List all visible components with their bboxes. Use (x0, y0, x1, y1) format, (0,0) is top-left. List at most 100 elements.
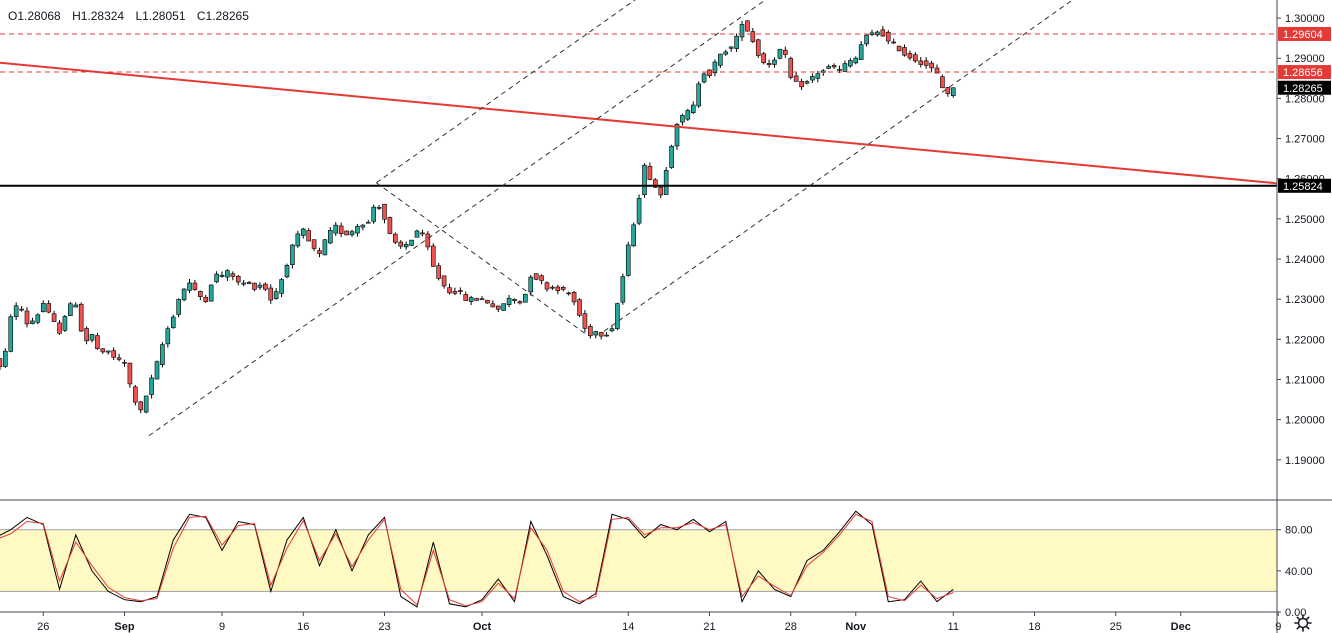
candle-body (934, 67, 940, 74)
candle (842, 60, 848, 72)
candle (133, 385, 138, 406)
candle-body (793, 75, 799, 82)
candle-body (669, 145, 674, 168)
candle-body (923, 60, 929, 66)
candle-body (447, 287, 452, 294)
candle (333, 222, 339, 236)
candle-body (225, 270, 230, 278)
candle-body (57, 322, 62, 334)
candle-body (766, 63, 772, 66)
candle (452, 287, 458, 296)
candle-body (707, 69, 712, 76)
candle (685, 108, 691, 121)
candle-body (875, 31, 880, 36)
candle (777, 48, 783, 60)
candle (463, 291, 469, 301)
ohlc-close: C1.28265 (196, 9, 249, 23)
candle-body (338, 225, 344, 235)
candle (349, 229, 355, 237)
candle (279, 277, 284, 298)
candle-body (728, 46, 734, 49)
candle (414, 229, 420, 238)
y-tick-label: 1.27000 (1285, 134, 1325, 146)
candle-body (393, 233, 398, 243)
candle-body (95, 335, 100, 349)
candle (734, 33, 739, 52)
candle-body (512, 298, 517, 301)
x-tick-label: 9 (1275, 621, 1281, 633)
candle (728, 46, 734, 52)
channel-line (148, 0, 767, 437)
candle-body (300, 228, 306, 236)
candle (295, 230, 301, 248)
candle-body (290, 244, 295, 265)
candle-body (84, 328, 89, 342)
price-label: 1.25824 (1283, 181, 1323, 193)
stoch-tick-label: 40.00 (1285, 566, 1313, 578)
candle-body (696, 83, 701, 107)
candle (165, 326, 171, 348)
ohlc-open: O1.28068 (8, 9, 61, 23)
x-tick-label: 18 (1028, 621, 1040, 633)
diagonal-dashed-line (376, 182, 588, 336)
candle (252, 282, 257, 292)
candle-body (89, 334, 95, 341)
candle-body (777, 48, 783, 59)
x-tick-label: 16 (297, 621, 309, 633)
candle (582, 310, 588, 333)
candle-body (295, 233, 301, 247)
candle (490, 300, 496, 308)
y-tick-label: 1.19000 (1285, 455, 1325, 467)
candle (273, 288, 279, 300)
candle-body (495, 305, 501, 310)
candle-body (842, 63, 848, 72)
candle (100, 347, 106, 354)
candle (317, 247, 322, 258)
candle-body (848, 60, 853, 67)
candle (430, 243, 436, 267)
candle-body (913, 54, 918, 62)
gear-icon[interactable] (1294, 614, 1312, 632)
candle-body (571, 292, 577, 303)
candle-body (647, 165, 653, 180)
candle (95, 332, 100, 350)
candle-body (273, 291, 279, 299)
candle-body (371, 206, 376, 222)
candle-body (3, 350, 8, 367)
candle-body (73, 304, 79, 308)
candle (512, 298, 517, 304)
candle (723, 49, 729, 56)
y-tick-label: 1.22000 (1285, 334, 1325, 346)
candle-body (598, 332, 604, 337)
x-tick-label: Sep (114, 621, 134, 633)
candle-body (268, 287, 274, 301)
candle-body (533, 273, 539, 280)
candle (344, 230, 349, 236)
candle-body (441, 275, 447, 287)
candle (528, 275, 534, 296)
candle-body (788, 58, 794, 78)
candle-body (506, 297, 512, 305)
candle-body (0, 358, 3, 367)
candle-body (712, 61, 718, 74)
candle-body (501, 303, 506, 311)
candle-body (143, 395, 149, 413)
channel-line (603, 0, 1074, 332)
candle-body (528, 276, 534, 293)
candle-body (945, 87, 951, 94)
candle (750, 27, 756, 43)
candle-body (761, 53, 766, 63)
y-tick-label: 1.24000 (1285, 254, 1325, 266)
candle-body (46, 303, 51, 313)
price-label: 1.29604 (1283, 29, 1323, 41)
candle (474, 297, 479, 301)
candle (858, 40, 864, 60)
candle (783, 46, 788, 58)
candle (19, 306, 24, 312)
candle-body (885, 31, 891, 42)
candle (30, 317, 35, 325)
candle-body (907, 53, 913, 59)
candle (154, 360, 160, 380)
candle-body (523, 293, 528, 303)
